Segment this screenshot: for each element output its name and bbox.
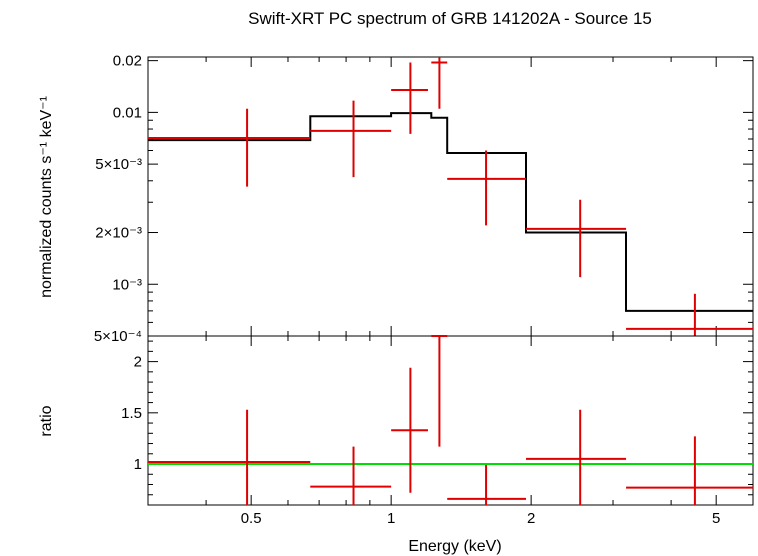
chart-title: Swift-XRT PC spectrum of GRB 141202A - S…	[248, 9, 652, 28]
top-panel-y-axis-label: normalized counts s⁻¹ keV⁻¹	[38, 96, 55, 298]
x-tick-label: 5	[712, 510, 720, 527]
ratio-data-point	[391, 367, 428, 493]
spectrum-data-point	[148, 108, 311, 187]
x-tick-label: 2	[527, 510, 535, 527]
top-panel: 0.02 0.01 5×10⁻³ 2×10⁻³ 10⁻³ 5×10⁻⁴	[94, 53, 754, 345]
bottom-y-tick-label: 2	[134, 354, 142, 371]
spectrum-data-point	[310, 100, 392, 178]
spectrum-data-point	[431, 57, 448, 109]
model-step-line	[148, 112, 753, 312]
ratio-data-point	[310, 446, 392, 505]
ratio-data-point	[447, 465, 527, 505]
x-tick-label: 1	[387, 510, 395, 527]
bottom-y-tick-label: 1	[134, 456, 142, 473]
spectrum-data-point	[447, 150, 527, 226]
bottom-panel: 0.5 1 2 5 2 1.5 1	[121, 335, 754, 527]
top-y-tick-label: 5×10⁻⁴	[94, 328, 142, 345]
x-axis-label: Energy (keV)	[408, 538, 501, 555]
top-y-tick-label: 10⁻³	[112, 276, 142, 293]
top-panel-frame	[147, 56, 754, 337]
bottom-panel-frame	[147, 335, 754, 506]
bottom-panel-y-axis-label: ratio	[38, 405, 55, 436]
top-y-tick-label: 2×10⁻³	[95, 225, 142, 242]
ratio-data-point	[626, 436, 753, 505]
top-y-tick-label: 0.01	[113, 104, 142, 121]
spectrum-data-point	[626, 293, 753, 336]
ratio-data-point	[526, 409, 627, 505]
spectrum-data-point	[391, 62, 428, 134]
top-y-tick-label: 5×10⁻³	[95, 156, 142, 173]
top-y-tick-label: 0.02	[113, 53, 142, 70]
x-tick-label: 0.5	[241, 510, 262, 527]
bottom-y-tick-label: 1.5	[121, 405, 142, 422]
spectrum-data-point	[526, 199, 627, 278]
ratio-data-point	[148, 409, 311, 505]
ratio-data-point	[431, 335, 448, 447]
